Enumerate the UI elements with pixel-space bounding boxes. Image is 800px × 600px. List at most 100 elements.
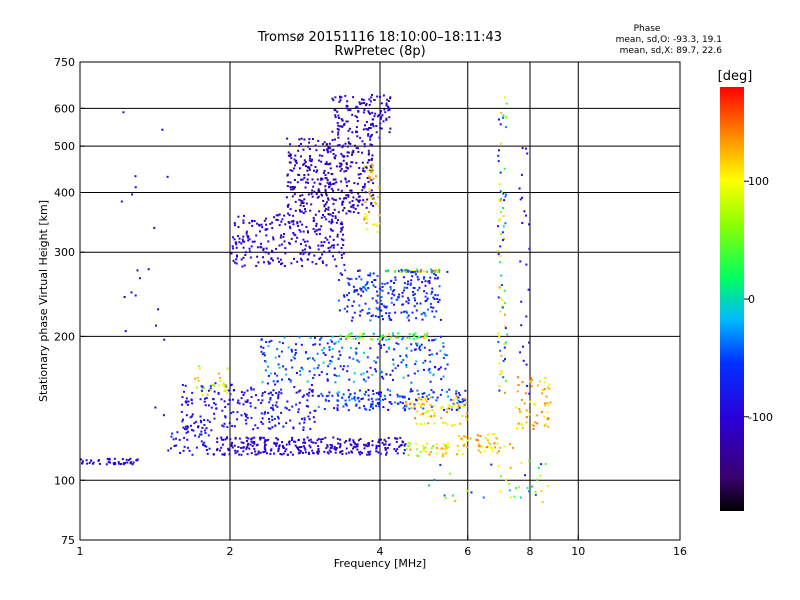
- data-point: [405, 405, 408, 408]
- data-point: [285, 407, 288, 410]
- data-point: [210, 406, 213, 409]
- data-point: [439, 318, 442, 321]
- data-point: [329, 167, 332, 170]
- data-point: [363, 216, 366, 219]
- data-point: [201, 426, 204, 429]
- data-point: [525, 363, 528, 366]
- data-point: [318, 232, 321, 235]
- data-point: [348, 399, 351, 402]
- data-point: [278, 213, 281, 216]
- data-point: [380, 102, 383, 105]
- data-point: [370, 179, 373, 182]
- data-point: [438, 268, 441, 271]
- data-point: [302, 230, 305, 233]
- data-point: [466, 412, 469, 415]
- data-point: [504, 325, 507, 328]
- data-point: [376, 356, 379, 359]
- data-point: [371, 444, 374, 447]
- data-point: [418, 336, 420, 338]
- data-point: [282, 445, 285, 448]
- data-point: [405, 300, 408, 303]
- data-point: [393, 448, 396, 451]
- data-point: [346, 120, 349, 123]
- data-point: [444, 421, 447, 424]
- data-point: [395, 440, 398, 443]
- data-point: [361, 189, 364, 192]
- data-point: [508, 482, 511, 485]
- data-point: [485, 446, 488, 449]
- data-point: [417, 402, 420, 405]
- data-point: [322, 261, 324, 264]
- data-point: [347, 180, 350, 183]
- data-point: [483, 450, 486, 453]
- data-point: [344, 197, 346, 200]
- data-point: [378, 337, 381, 340]
- data-point: [302, 205, 305, 208]
- data-point: [357, 451, 360, 454]
- data-point: [293, 187, 296, 190]
- data-point: [223, 390, 226, 392]
- data-point: [207, 404, 210, 407]
- data-point: [335, 181, 338, 184]
- data-point: [378, 391, 380, 394]
- data-point: [251, 224, 254, 227]
- data-point: [355, 146, 358, 149]
- data-point: [312, 228, 315, 230]
- data-point: [315, 224, 318, 227]
- data-point: [293, 167, 295, 170]
- data-point: [502, 116, 504, 119]
- data-point: [291, 439, 293, 441]
- data-point: [436, 396, 439, 399]
- data-point: [330, 173, 333, 176]
- data-point: [262, 247, 265, 250]
- data-point: [339, 334, 342, 337]
- data-point: [287, 221, 290, 223]
- data-point: [281, 441, 283, 444]
- data-point: [333, 373, 336, 376]
- data-point: [126, 461, 129, 464]
- data-point: [213, 390, 216, 393]
- data-point: [528, 392, 531, 395]
- data-point: [339, 99, 342, 102]
- data-point: [276, 257, 279, 260]
- data-point: [378, 136, 381, 139]
- data-point: [337, 124, 340, 127]
- data-point: [503, 302, 506, 305]
- data-point: [236, 411, 239, 414]
- data-point: [366, 442, 369, 445]
- data-point: [280, 243, 283, 246]
- data-point: [231, 441, 233, 444]
- data-point: [311, 195, 314, 198]
- data-point: [528, 490, 530, 493]
- data-point: [344, 142, 347, 145]
- data-point: [450, 408, 453, 411]
- data-point: [418, 347, 421, 350]
- data-point: [528, 223, 530, 226]
- data-point: [346, 370, 349, 373]
- data-point: [317, 189, 320, 192]
- data-point: [384, 448, 387, 451]
- data-point: [342, 144, 345, 147]
- data-point: [309, 337, 312, 340]
- data-point: [272, 259, 274, 262]
- data-point: [277, 393, 280, 396]
- data-point: [528, 341, 531, 344]
- data-point: [304, 210, 307, 213]
- data-point: [113, 457, 116, 460]
- data-point: [349, 165, 352, 168]
- data-point: [331, 149, 334, 152]
- y-tick-label: 500: [54, 140, 75, 153]
- data-point: [320, 438, 322, 441]
- data-point: [386, 388, 389, 391]
- data-point: [342, 252, 345, 255]
- data-point: [301, 194, 304, 197]
- data-point: [329, 443, 332, 446]
- data-point: [415, 454, 418, 457]
- x-tick-label: 2: [227, 545, 234, 558]
- data-point: [250, 452, 253, 455]
- data-point: [526, 152, 529, 155]
- data-point: [322, 149, 325, 152]
- data-point: [299, 230, 302, 233]
- data-point: [231, 425, 234, 427]
- data-point: [341, 125, 344, 128]
